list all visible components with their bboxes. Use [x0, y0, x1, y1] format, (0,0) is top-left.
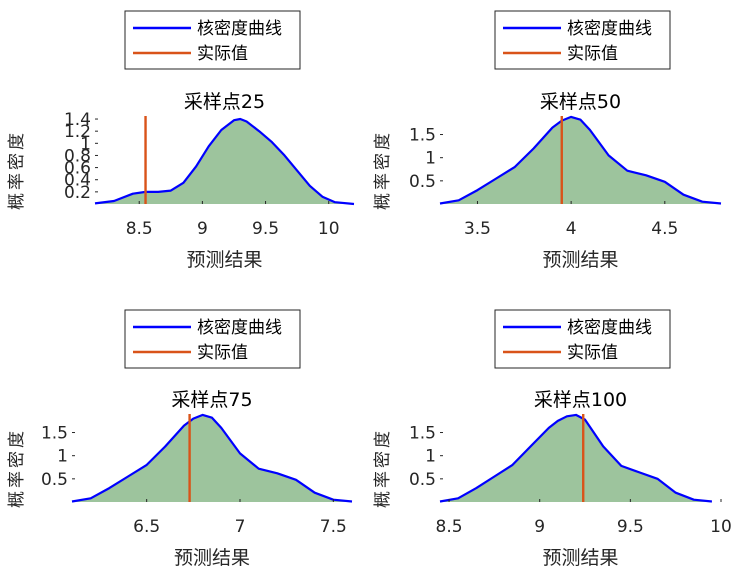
density-area	[95, 119, 354, 204]
legend-actual-label: 实际值	[197, 343, 248, 363]
density-area	[72, 414, 352, 502]
y-tick-label: 1	[80, 134, 91, 154]
legend-kde-label: 核密度曲线	[567, 318, 652, 338]
y-tick-label: 0.6	[64, 159, 91, 179]
legend-box	[124, 10, 301, 70]
x-tick-label: 4.5	[651, 219, 678, 239]
chart-title: 采样点75	[171, 389, 252, 411]
y-axis-label: 概率密度	[373, 130, 393, 210]
legend-actual-label: 实际值	[197, 44, 248, 64]
y-tick-label: 1.2	[64, 122, 91, 142]
y-tick-label: 1	[57, 447, 68, 467]
y-tick-label: 0.4	[64, 171, 91, 191]
x-tick-label: 10	[710, 517, 732, 537]
y-axis-label: 概率密度	[373, 428, 393, 508]
y-tick-label: 1.5	[41, 424, 68, 444]
y-tick-label: 1	[425, 447, 436, 467]
y-tick-label: 1	[425, 149, 436, 169]
x-tick-label: 9	[197, 219, 208, 239]
x-axis-label: 预测结果	[174, 547, 250, 569]
x-tick-label: 8.5	[436, 517, 463, 537]
legend-kde-label: 核密度曲线	[567, 19, 652, 39]
chart-title: 采样点50	[540, 91, 621, 113]
y-tick-label: 1.4	[64, 110, 91, 130]
chart-title: 采样点25	[184, 91, 265, 113]
x-tick-label: 9.5	[252, 219, 279, 239]
x-tick-label: 7.5	[320, 517, 347, 537]
x-tick-label: 7	[235, 517, 246, 537]
x-axis-label: 预测结果	[186, 249, 262, 271]
x-tick-label: 4	[566, 219, 577, 239]
kde-curve	[71, 413, 353, 503]
y-tick-label: 1.5	[409, 424, 436, 444]
chart-panel-1: 8.5 9 9.5 10 0.20.40.60.811.21.4 采样点25 预测结果 概率密…	[7, 10, 355, 271]
y-axis-label: 概率密度	[7, 130, 27, 210]
kde-curve	[439, 115, 722, 205]
y-tick-label: 0.8	[64, 146, 91, 166]
y-tick-label: 0.5	[409, 172, 436, 192]
legend-box	[494, 10, 671, 70]
legend-box	[124, 309, 301, 369]
kde-curve	[94, 117, 355, 206]
density-area	[440, 116, 721, 204]
x-tick-label: 9.5	[617, 517, 644, 537]
y-tick-label: 0.5	[409, 470, 436, 490]
legend-actual-label: 实际值	[567, 44, 618, 64]
chart-title: 采样点100	[534, 389, 627, 411]
density-area	[440, 414, 712, 502]
legend-kde-label: 核密度曲线	[197, 19, 282, 39]
kde-curve	[439, 413, 713, 503]
y-tick-label: 0.2	[64, 183, 91, 203]
x-tick-label: 6.5	[133, 517, 160, 537]
x-axis-label: 预测结果	[542, 547, 618, 569]
y-tick-label: 1.5	[409, 126, 436, 146]
x-axis-label: 预测结果	[542, 249, 618, 271]
legend-kde-label: 核密度曲线	[197, 318, 282, 338]
legend-box	[494, 309, 671, 369]
y-tick-label: 0.5	[41, 470, 68, 490]
x-tick-label: 10	[318, 219, 340, 239]
x-tick-label: 3.5	[464, 219, 491, 239]
x-tick-label: 9	[534, 517, 545, 537]
y-axis-label: 概率密度	[7, 428, 27, 508]
x-tick-label: 8.5	[126, 219, 153, 239]
legend-actual-label: 实际值	[567, 343, 618, 363]
